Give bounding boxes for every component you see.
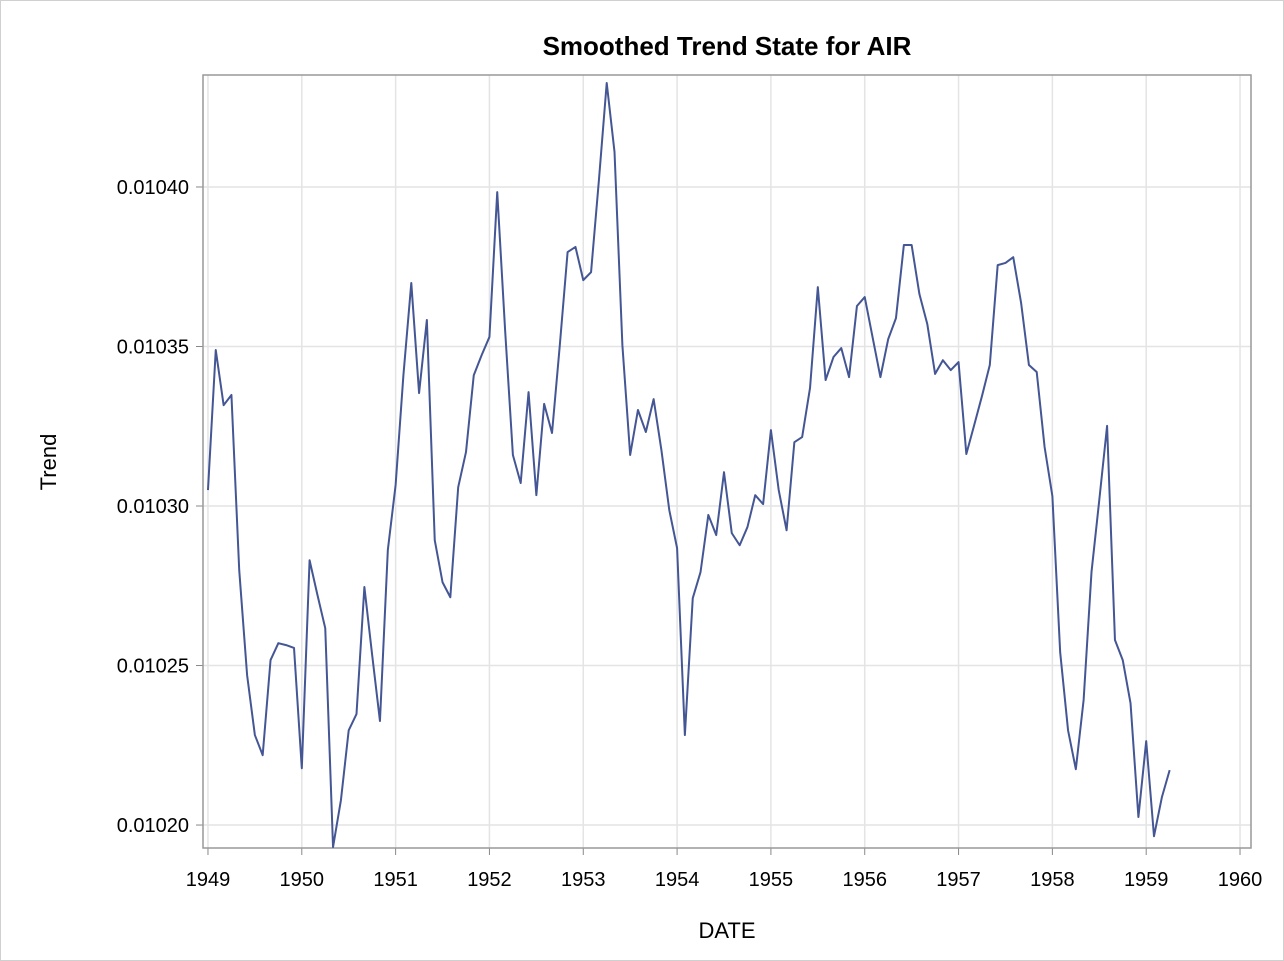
x-tick-label: 1957	[936, 869, 981, 891]
x-tick-label: 1951	[373, 869, 418, 891]
x-tick-label: 1956	[842, 869, 887, 891]
x-tick-label: 1954	[655, 869, 700, 891]
data-line	[206, 81, 1171, 849]
y-tick-label: 0.01040	[117, 177, 189, 199]
x-tick-label: 1949	[186, 869, 231, 891]
y-tick-label: 0.01020	[117, 815, 189, 837]
x-tick-label: 1952	[467, 869, 512, 891]
y-axis-label: Trend	[36, 434, 61, 491]
chart-title: Smoothed Trend State for AIR	[543, 31, 912, 61]
x-tick-label: 1958	[1030, 869, 1075, 891]
x-tick-label: 1953	[561, 869, 606, 891]
x-tick-label: 1960	[1218, 869, 1263, 891]
x-tick-label: 1955	[749, 869, 794, 891]
y-tick-label: 0.01025	[117, 656, 189, 678]
x-axis-label: DATE	[698, 918, 755, 943]
y-tick-label: 0.01035	[117, 336, 189, 358]
x-tick-label: 1950	[280, 869, 325, 891]
plot-frame	[202, 74, 1252, 849]
x-tick-label: 1959	[1124, 869, 1169, 891]
y-tick-label: 0.01030	[117, 496, 189, 518]
